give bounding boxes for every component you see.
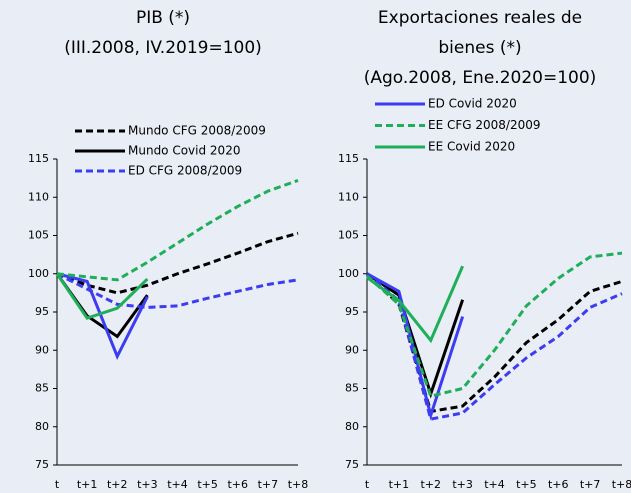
y-tick-label: 100 (338, 267, 359, 280)
y-tick-label: 105 (338, 229, 359, 242)
series-line (366, 251, 623, 398)
y-tick-label: 80 (345, 420, 359, 433)
y-tick-label: 95 (345, 305, 359, 318)
x-tick-label: t+4 (484, 478, 505, 491)
y-tick-label: 85 (35, 382, 49, 395)
chart-title: PIB (*) (136, 8, 190, 28)
legend-label: EE Covid 2020 (428, 140, 515, 154)
x-tick-label: t+5 (516, 478, 537, 491)
series-line (366, 272, 465, 399)
y-tick-label: 75 (345, 458, 359, 471)
x-tick-label: t (365, 478, 370, 491)
x-tick-label: t+6 (227, 478, 248, 491)
y-tick-label: 75 (35, 458, 49, 471)
x-tick-label: t (55, 478, 60, 491)
legend-label: Mundo Covid 2020 (128, 144, 240, 158)
x-tick-label: t+1 (77, 478, 98, 491)
legend-label: Mundo CFG 2008/2009 (128, 124, 266, 138)
x-tick-label: t+3 (452, 478, 473, 491)
chart-title: (Ago.2008, Ene.2020=100) (364, 68, 597, 88)
y-tick-label: 90 (35, 343, 49, 356)
y-tick-label: 105 (28, 229, 49, 242)
legend-label: ED Covid 2020 (428, 97, 517, 111)
series-line (366, 272, 623, 421)
x-tick-label: t+2 (107, 478, 128, 491)
x-tick-label: t+8 (612, 478, 631, 491)
chart-title: bienes (*) (438, 38, 521, 58)
y-tick-label: 110 (28, 190, 49, 203)
x-tick-label: t+7 (258, 478, 279, 491)
series-line (55, 272, 149, 320)
y-tick-label: 115 (28, 152, 49, 165)
y-tick-label: 80 (35, 420, 49, 433)
y-tick-label: 90 (345, 343, 359, 356)
x-tick-label: t+4 (167, 478, 188, 491)
series-line (366, 265, 465, 344)
x-tick-label: t+6 (548, 478, 569, 491)
legend-label: EE CFG 2008/2009 (428, 118, 541, 132)
x-tick-label: t+2 (420, 478, 441, 491)
x-tick-label: t+7 (580, 478, 601, 491)
legend-label: ED CFG 2008/2009 (128, 164, 242, 178)
series-line (56, 272, 299, 309)
series-line (55, 272, 149, 339)
series-line (365, 272, 623, 414)
x-tick-label: t+1 (389, 478, 410, 491)
series-line (56, 231, 299, 295)
y-tick-label: 115 (338, 152, 359, 165)
y-tick-label: 100 (28, 267, 49, 280)
y-tick-label: 95 (35, 305, 49, 318)
x-tick-label: t+5 (197, 478, 218, 491)
x-tick-label: t+8 (288, 478, 309, 491)
y-tick-label: 85 (345, 382, 359, 395)
chart-title: (III.2008, IV.2019=100) (64, 38, 262, 58)
series-line (56, 179, 299, 282)
x-tick-label: t+3 (137, 478, 158, 491)
y-tick-label: 110 (338, 190, 359, 203)
series-line (56, 272, 149, 361)
chart-title: Exportaciones reales de (378, 8, 582, 28)
